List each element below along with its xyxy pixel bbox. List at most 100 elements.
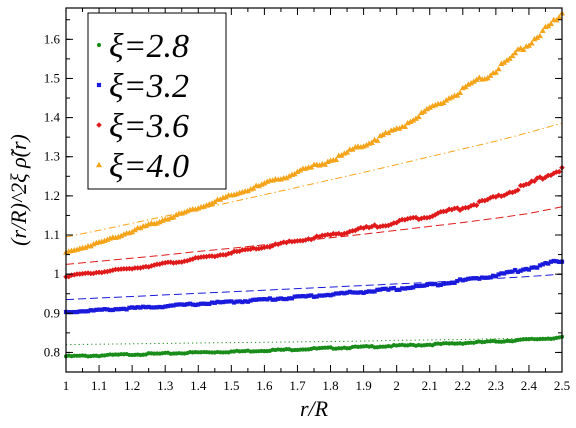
data-point [331,292,336,297]
data-point [546,261,551,266]
data-point [142,222,149,228]
data-point [200,254,207,260]
data-point [72,309,77,315]
data-point [325,292,330,298]
data-point [452,280,457,285]
data-point [466,276,471,281]
data-point [107,307,113,313]
data-point [539,27,546,33]
data-point [542,174,549,181]
data-point [460,278,465,283]
data-point [286,173,293,179]
data-point [215,299,220,304]
data-point [171,303,176,308]
data-point [460,205,466,212]
data-point [154,261,160,268]
legend-box [87,12,227,190]
data-point [382,223,389,229]
fit-line-4 [65,122,563,238]
data-point [212,253,218,260]
data-point [82,244,89,250]
data-point [506,55,513,61]
data-point [540,262,545,267]
data-point [88,308,93,313]
data-point [557,259,562,265]
legend-marker [96,82,102,88]
data-point [300,293,306,299]
data-point [99,307,104,312]
data-point [388,221,394,228]
data-point [262,296,267,302]
data-point [193,302,198,308]
legend-label: ξ=4.0 [109,148,189,185]
data-point [289,238,295,245]
data-point [102,307,107,312]
data-point [363,142,370,148]
data-point [543,261,548,266]
data-point [474,276,479,281]
data-point [105,307,110,312]
y-tick-label: 1.4 [44,110,61,125]
data-point [369,289,374,294]
data-point [503,57,510,63]
data-point [407,118,414,125]
data-point [204,301,209,307]
data-point [137,224,144,231]
data-point [137,265,144,271]
data-point [203,253,210,260]
data-point [152,305,157,310]
data-point [309,293,314,298]
data-point [320,293,325,298]
data-point [391,220,397,226]
data-point [495,192,502,199]
data-point [302,237,309,243]
data-point [135,305,140,310]
data-point [292,294,297,299]
data-point [341,230,348,237]
data-point [217,196,224,202]
data-point [333,291,339,296]
data-point [448,94,455,100]
data-point [220,299,226,305]
data-point [371,222,378,228]
legend: ξ=2.8ξ=3.2ξ=3.6ξ=4.0 [87,12,227,190]
data-point [531,35,538,42]
data-point [228,250,235,256]
data-point [415,113,422,120]
x-axis-title: r/R [300,396,329,421]
x-tick-label: 1.3 [157,378,173,393]
data-point [397,287,402,292]
data-point [168,303,173,308]
data-point [250,185,257,191]
data-point [141,304,146,309]
data-point [553,16,560,23]
data-point [148,263,155,269]
data-point [306,293,311,298]
data-point [412,115,419,121]
data-point [173,211,180,218]
data-point [76,271,83,277]
data-point [377,223,383,230]
data-point [526,267,532,272]
data-point [211,198,218,205]
data-point [65,273,72,280]
data-point [548,259,554,264]
x-tick-label: 2.2 [455,378,471,393]
data-point [134,265,141,271]
data-point [209,300,215,305]
data-point [245,299,250,304]
data-point [342,291,347,296]
data-point [410,117,417,123]
data-point [234,248,240,255]
data-point [124,307,129,312]
data-point [94,307,99,312]
data-point [164,216,171,222]
data-point [515,269,521,274]
data-point [248,298,253,303]
data-point [96,307,102,312]
data-point [479,275,485,280]
data-point [451,205,458,212]
data-point [333,231,339,237]
data-point [297,167,304,173]
